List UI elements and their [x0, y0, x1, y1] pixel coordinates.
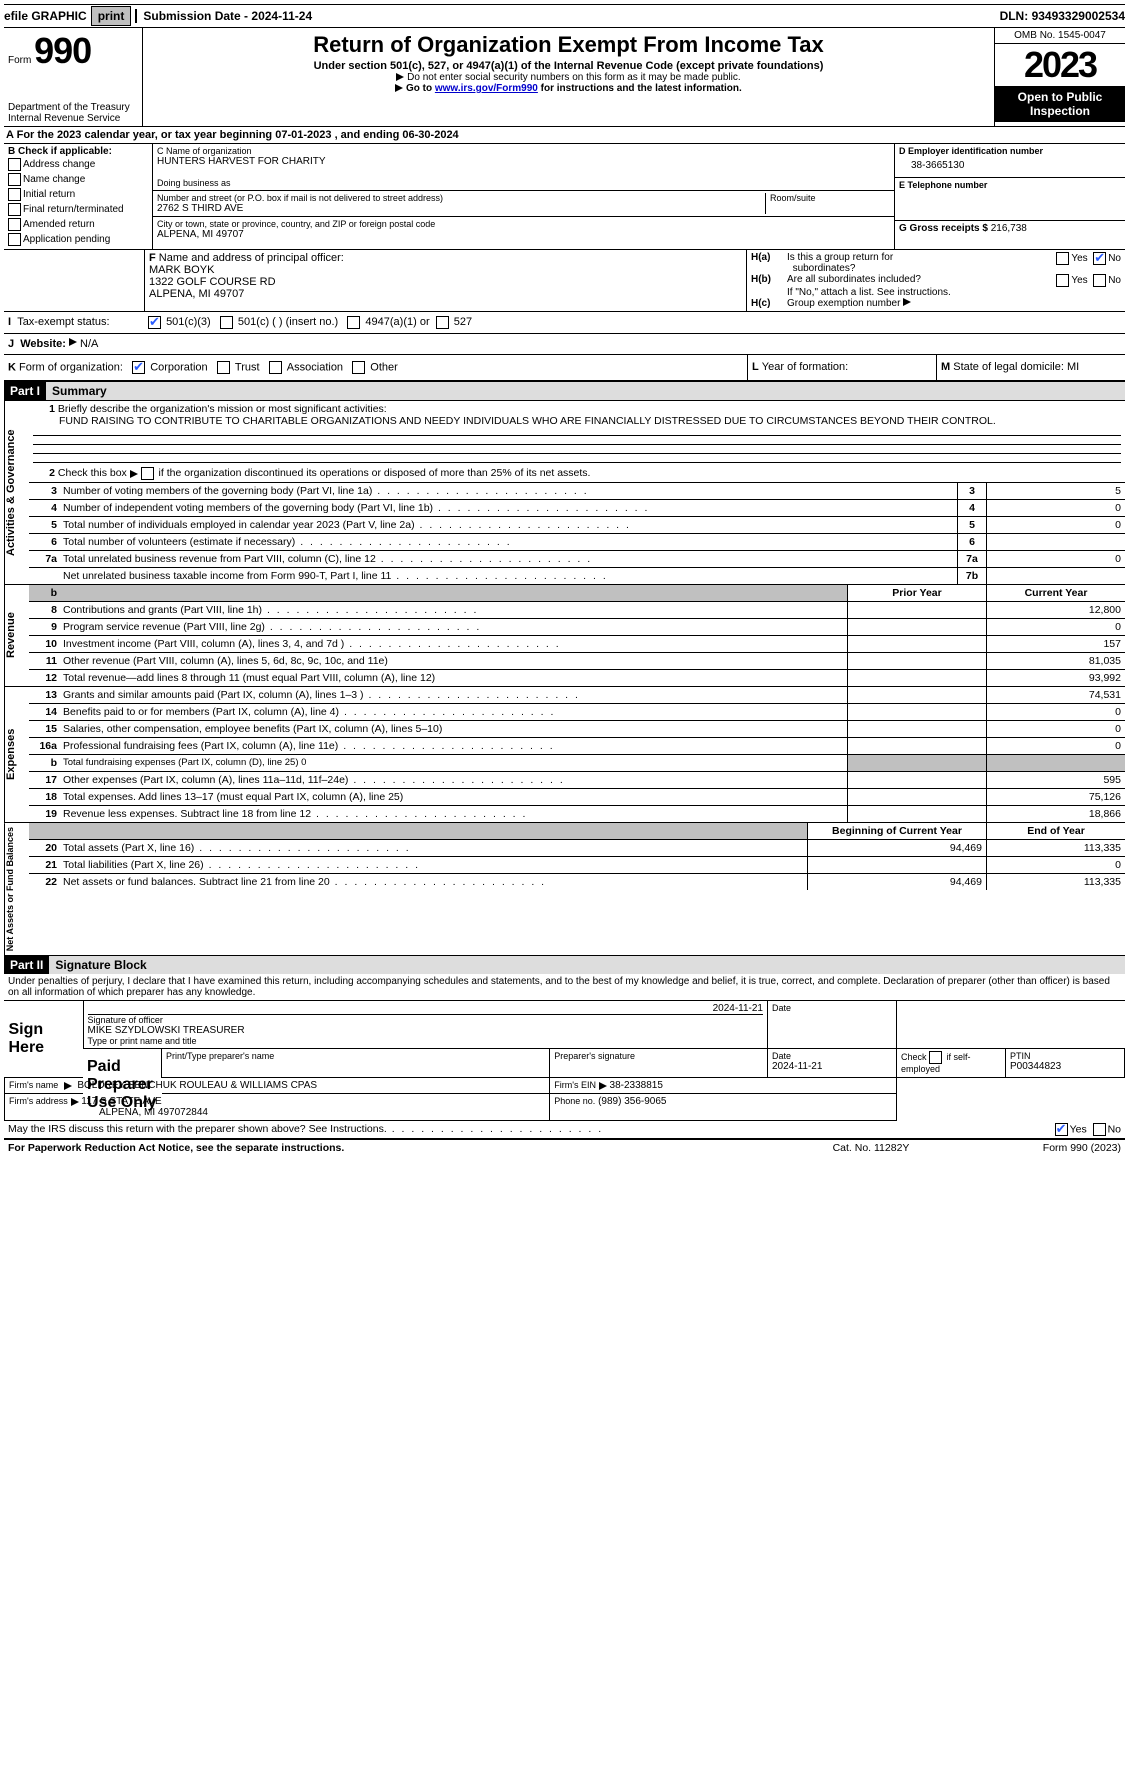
checkbox-icon	[8, 203, 21, 216]
section-expenses: Expenses	[4, 687, 29, 822]
arrow-icon	[130, 470, 138, 478]
dept-line-1: Department of the Treasury	[8, 102, 138, 113]
section-revenue-wrap: Revenue bPrior YearCurrent Year 8Contrib…	[4, 584, 1125, 686]
irs-link[interactable]: www.irs.gov/Form990	[435, 83, 538, 94]
dln-label: DLN: 93493329002534	[1000, 9, 1125, 23]
row-fh: F Name and address of principal officer:…	[4, 250, 1125, 312]
box-c: C Name of organization HUNTERS HARVEST F…	[153, 144, 894, 249]
signature-table: Sign Here 2024-11-21 Signature of office…	[4, 1001, 1125, 1121]
form-title: Return of Organization Exempt From Incom…	[147, 32, 990, 58]
checkbox-icon	[141, 467, 154, 480]
checkbox-icon	[269, 361, 282, 374]
part-1-header: Part I Summary	[4, 381, 1125, 400]
form-subtitle: Under section 501(c), 527, or 4947(a)(1)…	[147, 60, 990, 72]
ssn-note: Do not enter social security numbers on …	[147, 72, 990, 83]
checkbox-icon	[8, 173, 21, 186]
arrow-icon	[903, 298, 911, 306]
gross-receipts: 216,738	[991, 223, 1027, 234]
org-city: ALPENA, MI 49707	[157, 229, 890, 240]
checkbox-icon	[217, 361, 230, 374]
checkbox-icon	[8, 218, 21, 231]
checkbox-icon	[352, 361, 365, 374]
part-2-header: Part II Signature Block	[4, 955, 1125, 974]
sign-here-label: Sign Here	[5, 1001, 84, 1078]
checkbox-icon	[1093, 252, 1106, 265]
section-net-wrap: Net Assets or Fund Balances Beginning of…	[4, 822, 1125, 955]
checkbox-icon	[1056, 274, 1069, 287]
checkbox-icon	[1055, 1123, 1068, 1136]
info-grid: B Check if applicable: Address change Na…	[4, 144, 1125, 250]
efile-label: efile GRAPHIC	[4, 9, 87, 23]
checkbox-icon	[436, 316, 449, 329]
officer-name: MARK BOYK	[149, 264, 214, 276]
form-header: Form 990 Department of the Treasury Inte…	[4, 28, 1125, 127]
checkbox-icon	[1093, 274, 1106, 287]
part-1-body: Activities & Governance 1 Briefly descri…	[4, 400, 1125, 584]
form-number: 990	[34, 30, 91, 71]
checkbox-icon	[1056, 252, 1069, 265]
row-a: A For the 2023 calendar year, or tax yea…	[4, 127, 1125, 144]
dept-line-2: Internal Revenue Service	[8, 113, 138, 124]
link-note: Go to www.irs.gov/Form990 for instructio…	[147, 83, 990, 94]
checkbox-icon	[8, 233, 21, 246]
arrow-icon	[396, 73, 404, 81]
checkbox-icon	[220, 316, 233, 329]
arrow-icon	[599, 1082, 607, 1090]
org-address: 2762 S THIRD AVE	[157, 203, 765, 214]
section-revenue: Revenue	[4, 585, 29, 686]
checkbox-icon	[8, 188, 21, 201]
section-governance: Activities & Governance	[4, 401, 29, 584]
tax-year: 2023	[995, 44, 1125, 86]
inspection-badge: Open to Public Inspection	[995, 86, 1125, 122]
form-word: Form	[8, 55, 31, 66]
org-name: HUNTERS HARVEST FOR CHARITY	[157, 156, 890, 167]
subdate-label: Submission Date - 2024-11-24	[135, 9, 312, 23]
row-j: J Website: N/A	[4, 334, 1125, 355]
section-expenses-wrap: Expenses 13Grants and similar amounts pa…	[4, 686, 1125, 822]
checkbox-icon	[148, 316, 161, 329]
box-b: B Check if applicable: Address change Na…	[4, 144, 153, 249]
print-button[interactable]: print	[91, 6, 132, 26]
checkbox-icon	[8, 158, 21, 171]
footer-row: For Paperwork Reduction Act Notice, see …	[4, 1140, 1125, 1156]
arrow-icon	[69, 338, 77, 346]
checkbox-icon	[929, 1051, 942, 1064]
ein: 38-3665130	[899, 156, 1121, 175]
row-i: I Tax-exempt status: 501(c)(3) 501(c) ( …	[4, 312, 1125, 334]
mission-text: FUND RAISING TO CONTRIBUTE TO CHARITABLE…	[33, 415, 1121, 427]
checkbox-icon	[347, 316, 360, 329]
arrow-icon	[71, 1098, 79, 1106]
topbar: efile GRAPHIC print Submission Date - 20…	[4, 4, 1125, 28]
box-d: D Employer identification number 38-3665…	[894, 144, 1125, 249]
arrow-icon	[395, 84, 403, 92]
checkbox-icon	[1093, 1123, 1106, 1136]
checkbox-icon	[132, 361, 145, 374]
perjury-text: Under penalties of perjury, I declare th…	[4, 974, 1125, 1001]
row-klm: K Form of organization: Corporation Trus…	[4, 355, 1125, 381]
omb-number: OMB No. 1545-0047	[995, 28, 1125, 44]
discuss-row: May the IRS discuss this return with the…	[4, 1121, 1125, 1140]
arrow-icon	[64, 1082, 72, 1090]
section-net-assets: Net Assets or Fund Balances	[4, 823, 29, 955]
